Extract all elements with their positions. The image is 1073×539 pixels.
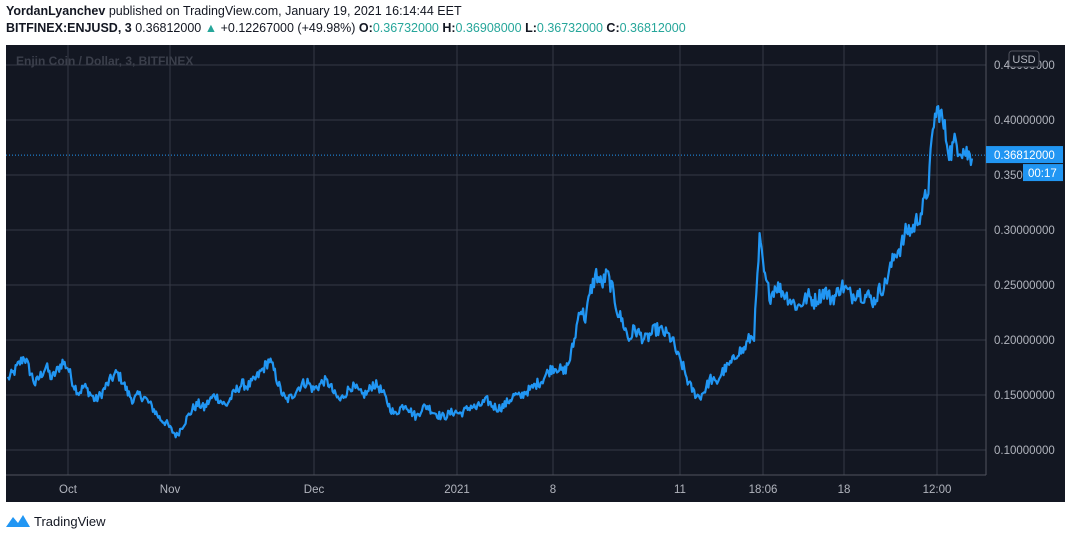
countdown-timer: 00:17	[1028, 168, 1057, 180]
price-tag: 0.36812000 00:17	[986, 146, 1063, 182]
grid	[6, 45, 987, 476]
price-change: +0.12267000 (+49.98%)	[220, 21, 356, 35]
x-tick-label: 18:06	[749, 484, 778, 496]
author-name[interactable]: YordanLyanchev	[6, 4, 106, 18]
x-tick-label: 18	[838, 484, 851, 496]
price-tag-box	[986, 146, 1063, 164]
price-chart[interactable]: Enjin Coin / Dollar, 3, BITFINEX 0.10000…	[6, 45, 1065, 502]
x-tick-label: 8	[550, 484, 556, 496]
y-tick-label: 0.15000000	[994, 390, 1055, 402]
x-tick-label: 2021	[444, 484, 470, 496]
currency-label: USD	[1012, 54, 1035, 66]
symbol-info: BITFINEX:ENJUSD, 3 0.36812000 ▲ +0.12267…	[6, 21, 686, 35]
open-value: 0.36732000	[372, 21, 439, 35]
tradingview-brand[interactable]: TradingView	[34, 513, 106, 529]
y-tick-label: 0.25000000	[994, 280, 1055, 292]
x-tick-label: Oct	[59, 484, 78, 496]
price-axis[interactable]: 0.10000000 0.15000000 0.20000000 0.25000000…	[994, 60, 1055, 457]
high-value: 0.36908000	[455, 21, 522, 35]
countdown-box	[1023, 164, 1063, 182]
footer[interactable]: TradingView	[6, 512, 106, 530]
x-tick-label: Dec	[304, 484, 325, 496]
chart-watermark: Enjin Coin / Dollar, 3, BITFINEX	[16, 54, 193, 68]
low-label: L:	[525, 21, 537, 35]
low-value: 0.36732000	[536, 21, 603, 35]
close-label: C:	[606, 21, 620, 35]
symbol: BITFINEX:ENJUSD, 3	[6, 21, 132, 35]
tradingview-logo-icon	[6, 515, 30, 527]
time-axis[interactable]: Oct Nov Dec 2021 8 11 18:06 18 12:00	[59, 484, 951, 496]
close-value: 0.36812000	[619, 21, 686, 35]
published-text: published on TradingView.com, January 19…	[108, 4, 462, 18]
publish-info: YordanLyanchev published on TradingView.…	[6, 4, 462, 18]
open-label: O:	[358, 21, 373, 35]
y-tick-label: 0.40000000	[994, 115, 1055, 127]
price-tag-value: 0.36812000	[994, 150, 1055, 162]
x-tick-label: 12:00	[923, 484, 952, 496]
y-tick-label: 0.20000000	[994, 335, 1055, 347]
high-label: H:	[442, 21, 456, 35]
x-tick-label: 11	[674, 484, 686, 496]
last-price: 0.36812000	[135, 21, 202, 35]
currency-badge[interactable]: USD	[1008, 50, 1040, 68]
price-series-line	[6, 105, 974, 439]
up-arrow-icon: ▲	[204, 21, 218, 35]
chart-area[interactable]: Enjin Coin / Dollar, 3, BITFINEX 0.10000…	[6, 45, 1065, 502]
x-tick-label: Nov	[160, 484, 181, 496]
y-tick-label: 0.10000000	[994, 445, 1055, 457]
y-tick-label: 0.30000000	[994, 225, 1055, 237]
